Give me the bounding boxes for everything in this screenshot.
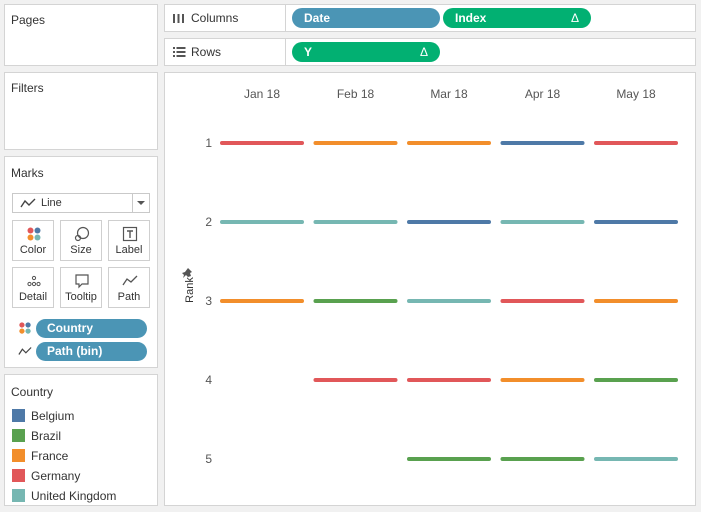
- y-tick-label: 5: [205, 452, 212, 466]
- marks-title: Marks: [11, 166, 44, 180]
- mark-type-label: Line: [41, 197, 62, 209]
- legend-label: Brazil: [31, 429, 62, 443]
- legend-item-brazil[interactable]: Brazil: [9, 426, 159, 446]
- rows-shelf[interactable]: Rows Y Δ: [164, 38, 696, 66]
- index-column-pill[interactable]: Index Δ: [443, 8, 591, 28]
- size-button-label: Size: [70, 244, 92, 256]
- pill-label: Y: [304, 45, 313, 59]
- legend-swatch: [12, 489, 25, 502]
- legend-item-france[interactable]: France: [9, 446, 159, 466]
- legend-label: France: [31, 449, 69, 463]
- legend-title: Country: [11, 385, 54, 399]
- label-button[interactable]: Label: [108, 220, 150, 261]
- y-tick-label: 3: [205, 294, 212, 308]
- delta-icon: Δ: [419, 45, 428, 59]
- path-button-label: Path: [117, 291, 141, 303]
- filters-card[interactable]: Filters: [4, 72, 158, 150]
- path-button[interactable]: Path: [108, 267, 150, 308]
- legend-swatch: [12, 469, 25, 482]
- columns-shelf[interactable]: Columns Date Index Δ: [164, 4, 696, 32]
- legend-swatch: [12, 449, 25, 462]
- detail-button-label: Detail: [18, 291, 48, 303]
- pin-icon[interactable]: [182, 268, 192, 278]
- legend-label: United Kingdom: [31, 489, 117, 503]
- x-tick-label: Jan 18: [244, 87, 280, 101]
- filters-title: Filters: [11, 81, 44, 95]
- path-bin-field-pill[interactable]: Path (bin): [36, 342, 147, 361]
- marks-card: Marks Line Color Size Label: [4, 156, 158, 368]
- legend-label: Belgium: [31, 409, 75, 423]
- y-tick-label: 2: [205, 215, 212, 229]
- legend-swatch: [12, 409, 25, 422]
- chart-area[interactable]: Rank Jan 18 Feb 18 Mar 18 Apr 18 May 18 1 2 3 4…: [164, 72, 696, 506]
- country-field-pill[interactable]: Country: [36, 319, 147, 338]
- legend-item-belgium[interactable]: Belgium: [9, 406, 159, 426]
- pages-title: Pages: [11, 13, 46, 27]
- mark-type-dropdown[interactable]: Line: [12, 193, 150, 213]
- x-tick-label: May 18: [616, 87, 656, 101]
- legend-item-germany[interactable]: Germany: [9, 466, 159, 486]
- line-mark-icon: [20, 198, 36, 208]
- size-button[interactable]: Size: [60, 220, 102, 261]
- rows-shelf-label: Rows: [165, 39, 286, 65]
- label-button-label: Label: [115, 244, 143, 256]
- color-button-label: Color: [19, 244, 47, 256]
- legend-label: Germany: [31, 469, 81, 483]
- x-tick-label: Feb 18: [337, 87, 375, 101]
- y-axis-title: Rank: [184, 277, 196, 303]
- color-dots-icon: [27, 227, 41, 241]
- size-icon: [74, 226, 90, 242]
- rank-chart: Rank Jan 18 Feb 18 Mar 18 Apr 18 May 18 1 2 3 4…: [182, 87, 678, 466]
- tooltip-bubble-icon: [75, 274, 89, 289]
- y-tick-label: 4: [205, 373, 212, 387]
- y-row-pill[interactable]: Y Δ: [292, 42, 440, 62]
- columns-shelf-label: Columns: [165, 5, 286, 31]
- path-line-icon: [122, 275, 138, 286]
- legend-swatch: [12, 429, 25, 442]
- rows-label: Rows: [191, 45, 222, 59]
- pages-card[interactable]: Pages: [4, 4, 158, 66]
- color-dots-icon: [19, 322, 31, 334]
- detail-dots-icon: [27, 275, 41, 287]
- pill-label: Index: [455, 11, 487, 25]
- color-button[interactable]: Color: [12, 220, 54, 261]
- x-tick-label: Apr 18: [525, 87, 561, 101]
- columns-icon: [173, 14, 184, 23]
- tooltip-button-label: Tooltip: [65, 291, 97, 303]
- pill-label: Date: [304, 11, 331, 25]
- text-label-icon: [122, 226, 138, 242]
- x-tick-label: Mar 18: [430, 87, 468, 101]
- delta-icon: Δ: [570, 11, 579, 25]
- path-line-icon: [18, 347, 32, 355]
- legend-item-united-kingdom[interactable]: United Kingdom: [9, 486, 159, 506]
- columns-label: Columns: [191, 11, 239, 25]
- detail-button[interactable]: Detail: [12, 267, 54, 308]
- tooltip-button[interactable]: Tooltip: [60, 267, 102, 308]
- chevron-down-icon[interactable]: [132, 194, 149, 212]
- rows-icon: [173, 47, 186, 57]
- date-column-pill[interactable]: Date: [292, 8, 440, 28]
- y-tick-label: 1: [205, 136, 212, 150]
- country-legend: Country Belgium Brazil France Germany Un…: [4, 374, 158, 506]
